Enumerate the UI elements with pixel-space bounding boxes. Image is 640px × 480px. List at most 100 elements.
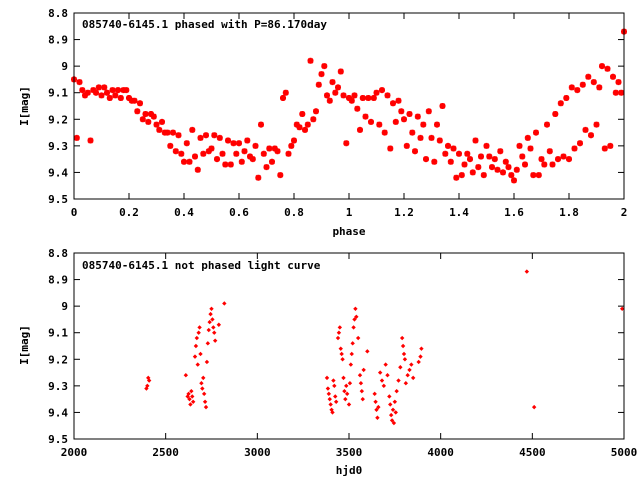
data-point: [453, 174, 460, 181]
data-point: [405, 373, 410, 378]
data-point: [142, 111, 149, 117]
y-tick-label: 8.9: [48, 34, 68, 47]
data-point: [419, 346, 424, 351]
data-point: [205, 148, 212, 155]
data-point: [216, 322, 222, 327]
data-point: [159, 118, 165, 125]
x-tick-label: 2000: [61, 446, 88, 459]
data-point: [230, 140, 237, 147]
data-point: [342, 388, 347, 394]
data-point: [530, 172, 537, 179]
x-tick-label: 1.6: [504, 206, 524, 219]
data-point: [194, 335, 200, 341]
data-point: [258, 121, 264, 128]
data-point: [472, 137, 479, 144]
data-point: [396, 378, 401, 383]
x-tick-label: 2500: [152, 446, 179, 459]
x-axis-label: hjd0: [336, 464, 363, 477]
y-tick-label: 9.1: [48, 87, 68, 100]
data-point: [489, 164, 495, 171]
data-point: [337, 325, 343, 330]
data-point: [418, 354, 423, 359]
data-point: [346, 95, 352, 101]
data-point: [291, 137, 297, 144]
data-point: [170, 129, 176, 136]
data-point: [336, 330, 342, 335]
data-point: [146, 378, 152, 383]
data-point: [348, 97, 355, 104]
data-point: [296, 124, 303, 131]
data-point: [98, 92, 105, 99]
data-point: [238, 158, 245, 165]
data-point: [535, 172, 542, 179]
data-point: [513, 166, 520, 173]
data-point: [193, 343, 199, 349]
data-point: [387, 145, 394, 152]
y-tick-label: 9.3: [48, 380, 68, 393]
data-point: [196, 330, 201, 335]
data-point: [280, 95, 286, 101]
data-point: [205, 341, 211, 346]
data-point: [590, 79, 597, 86]
data-point: [398, 365, 403, 370]
data-point: [181, 158, 187, 165]
data-point: [148, 111, 154, 117]
data-point: [200, 150, 207, 157]
data-point: [348, 362, 354, 367]
data-point: [175, 132, 182, 139]
x-tick-label: 0.8: [284, 206, 304, 219]
data-point: [326, 97, 333, 104]
data-points: [71, 28, 627, 184]
data-point: [516, 142, 523, 149]
data-point: [324, 92, 330, 99]
data-point: [365, 349, 370, 354]
data-point: [410, 375, 416, 381]
data-point: [197, 134, 204, 141]
y-tick-label: 9.2: [48, 113, 68, 126]
data-point: [82, 92, 88, 99]
data-point: [137, 100, 143, 107]
data-point: [400, 343, 406, 349]
data-point: [198, 351, 203, 357]
data-point: [524, 134, 531, 141]
data-point: [359, 388, 365, 394]
phased-light-curve-panel: I[mag] phase 0 0.2 0.4 0.6 0.8 1 1.2 1.4 1.6 1.8 2…: [18, 7, 627, 238]
data-point: [324, 375, 330, 381]
data-point: [210, 317, 215, 322]
data-point: [104, 89, 110, 96]
data-point: [500, 169, 506, 176]
data-point: [189, 388, 194, 394]
data-point: [145, 118, 152, 125]
data-point: [260, 150, 267, 157]
data-point: [227, 161, 234, 168]
data-point: [375, 415, 380, 420]
data-point: [293, 121, 300, 128]
data-point: [434, 121, 440, 128]
data-point: [388, 402, 393, 407]
data-point: [183, 373, 189, 378]
data-point: [332, 89, 339, 96]
data-point: [233, 150, 240, 157]
data-point: [285, 150, 292, 157]
data-point: [209, 306, 214, 311]
data-point: [188, 402, 193, 407]
data-point: [409, 362, 414, 367]
data-point: [544, 121, 550, 128]
x-tick-label: 1.4: [449, 206, 469, 219]
y-tick-label: 9.1: [48, 327, 68, 340]
data-point: [568, 84, 575, 91]
data-point: [156, 126, 163, 133]
data-point: [325, 386, 331, 391]
data-point: [358, 381, 364, 386]
data-point: [115, 87, 121, 94]
plot-title: 085740-6145.1 not phased light curve: [82, 259, 321, 272]
data-point: [76, 79, 83, 86]
y-axis-label: I[mag]: [18, 86, 31, 126]
data-point: [333, 399, 339, 404]
data-point: [194, 166, 201, 173]
data-point: [178, 150, 185, 157]
y-tick-label: 9: [61, 60, 68, 73]
data-point: [423, 156, 429, 163]
data-point: [343, 396, 348, 402]
data-point: [527, 145, 534, 152]
